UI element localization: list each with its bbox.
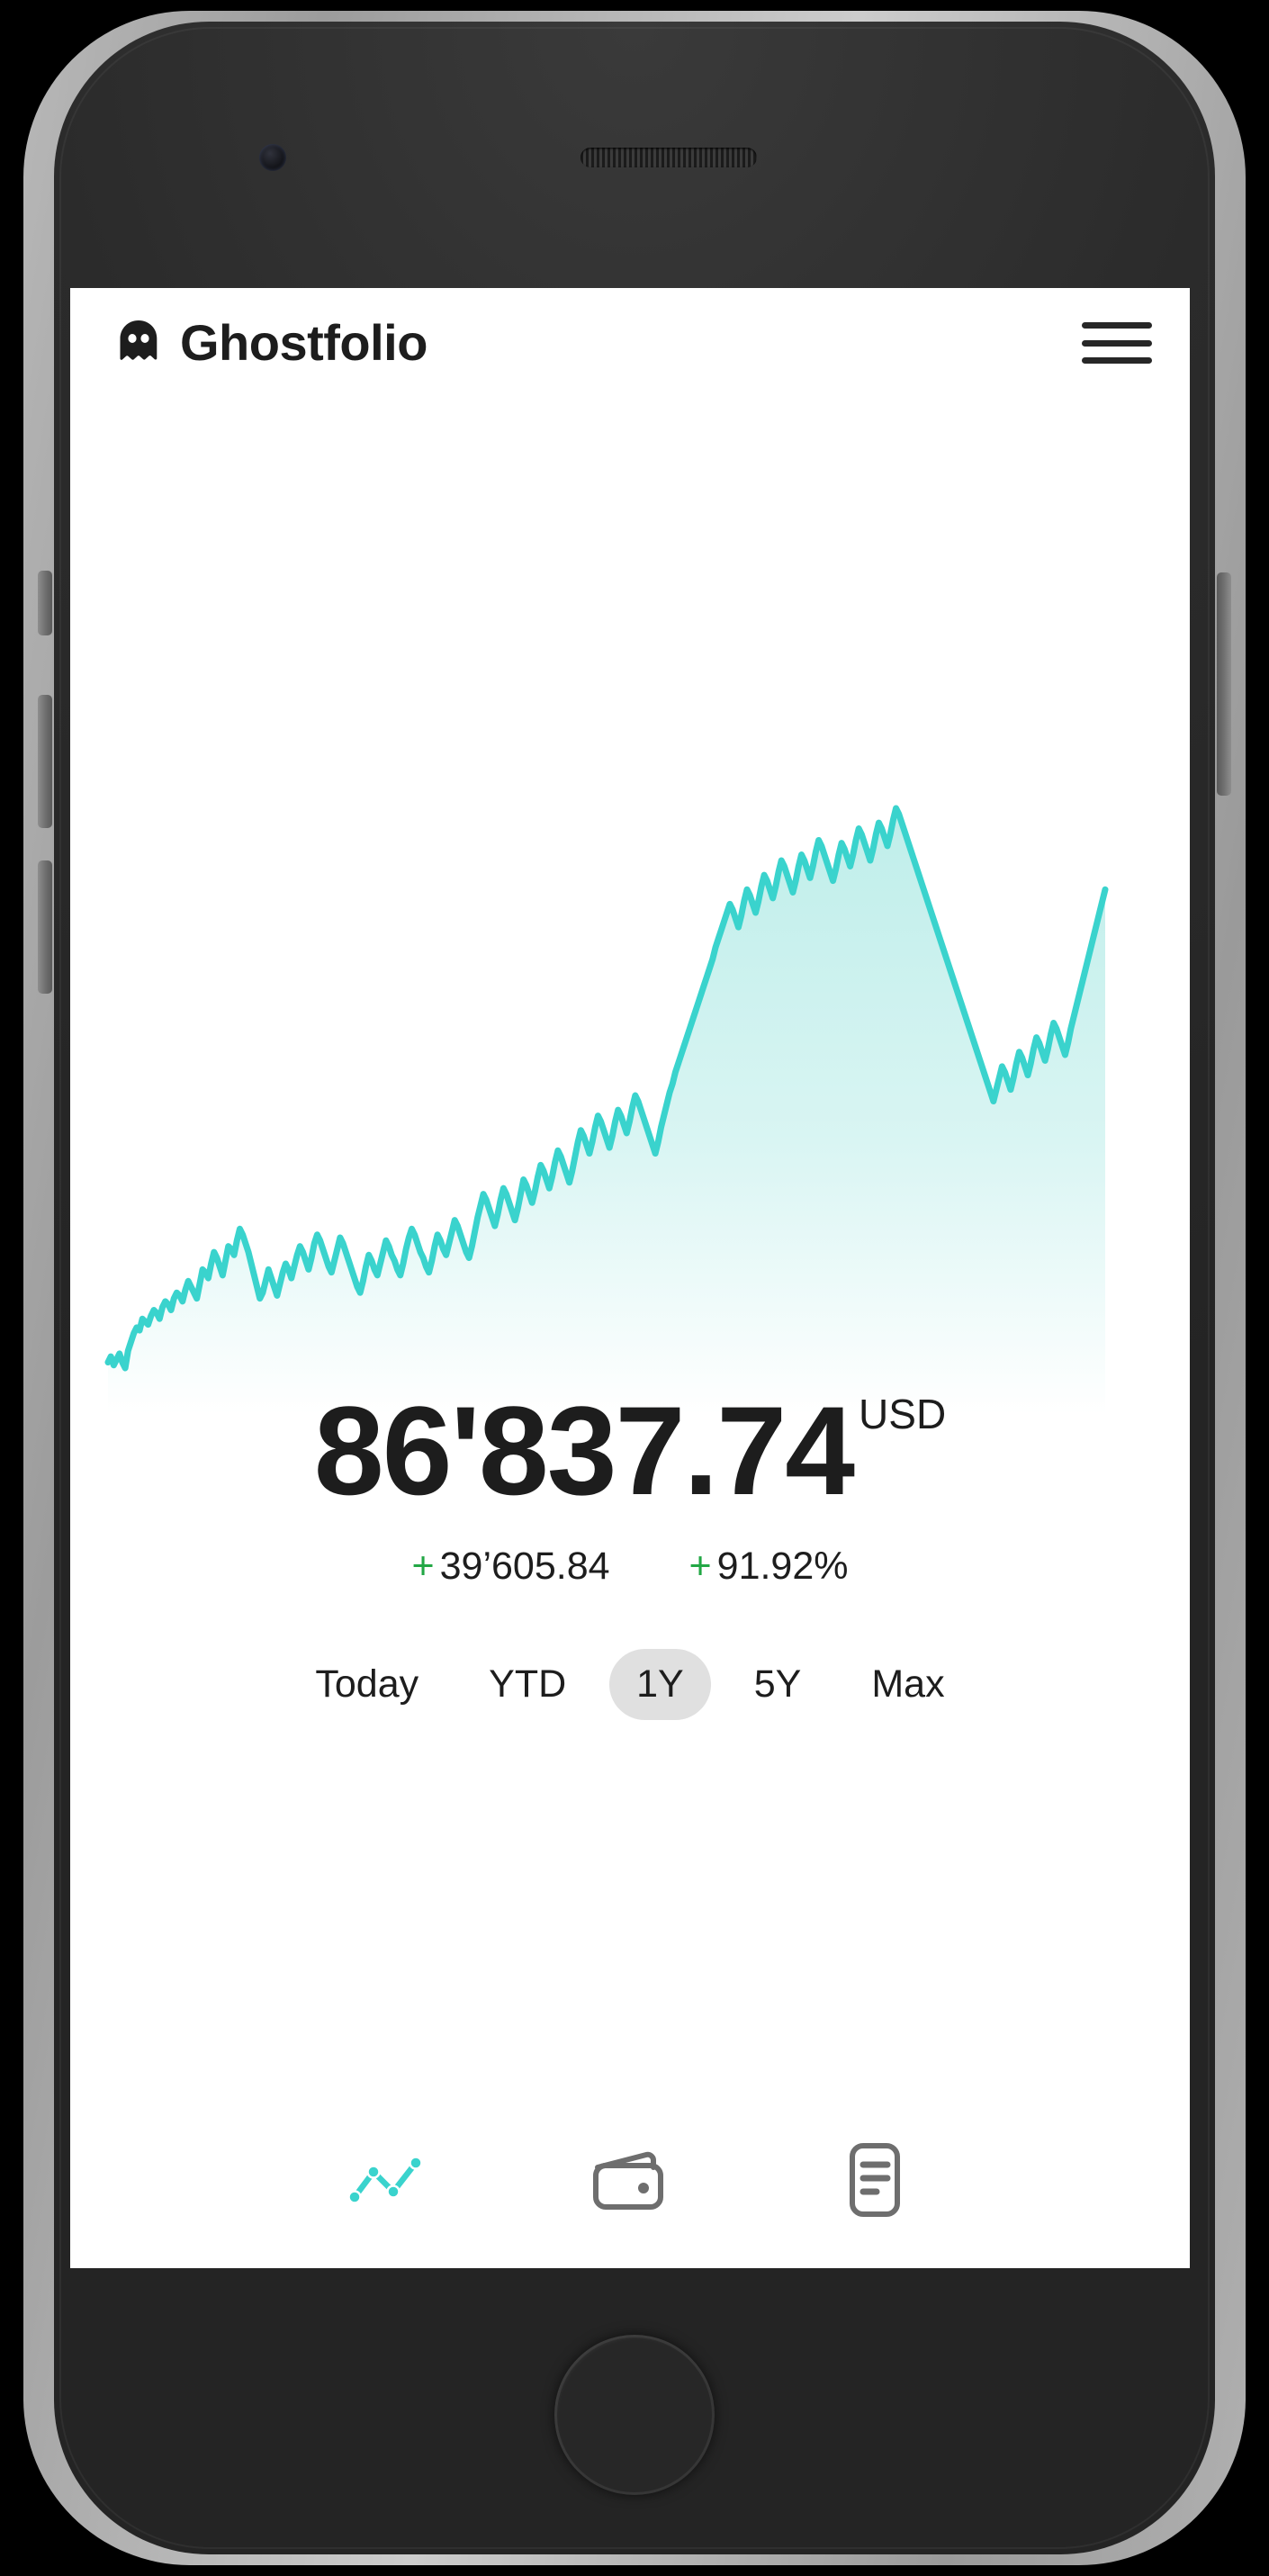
portfolio-change-row: +39’605.84 +91.92% bbox=[70, 1545, 1190, 1589]
portfolio-performance-chart[interactable] bbox=[70, 792, 1190, 1415]
nav-item-analytics[interactable] bbox=[342, 2137, 428, 2223]
range-tab-today[interactable]: Today bbox=[315, 1662, 419, 1706]
chart-series-group bbox=[104, 805, 1109, 1415]
volume-down-button[interactable] bbox=[38, 860, 52, 994]
mute-switch-button[interactable] bbox=[38, 571, 52, 635]
portfolio-amount: 86'837.74 bbox=[313, 1380, 855, 1521]
hamburger-bar-3 bbox=[1082, 357, 1152, 364]
front-camera-icon bbox=[259, 144, 286, 171]
absolute-change-sign: + bbox=[411, 1545, 435, 1588]
power-button[interactable] bbox=[1217, 572, 1231, 796]
percent-change-value: 91.92% bbox=[716, 1545, 849, 1588]
app-header: Ghostfolio bbox=[70, 288, 1190, 398]
wallet-icon bbox=[593, 2151, 663, 2210]
portfolio-value-line: 86'837.74 USD bbox=[70, 1388, 1190, 1514]
summary-document-icon bbox=[850, 2143, 900, 2217]
percent-change-sign: + bbox=[688, 1545, 712, 1588]
date-range-tabs: Today YTD 1Y 5Y Max bbox=[70, 1649, 1190, 1721]
portfolio-currency: USD bbox=[859, 1391, 947, 1437]
hamburger-bar-1 bbox=[1082, 322, 1152, 329]
volume-up-button[interactable] bbox=[38, 695, 52, 828]
nav-item-wallet[interactable] bbox=[587, 2137, 673, 2223]
nav-item-summary[interactable] bbox=[832, 2137, 918, 2223]
brand-logo-group[interactable]: Ghostfolio bbox=[117, 318, 428, 368]
analytics-line-chart-icon bbox=[347, 2156, 423, 2204]
hamburger-menu-icon[interactable] bbox=[1082, 315, 1152, 371]
home-button[interactable] bbox=[554, 2335, 715, 2495]
app-title: Ghostfolio bbox=[180, 314, 428, 371]
range-tab-ytd[interactable]: YTD bbox=[489, 1662, 567, 1706]
range-tab-5y[interactable]: 5Y bbox=[753, 1662, 802, 1706]
percent-change: +91.92% bbox=[689, 1545, 849, 1589]
ghost-icon bbox=[120, 320, 158, 360]
range-tab-max[interactable]: Max bbox=[871, 1662, 945, 1706]
bottom-navigation-bar bbox=[70, 2092, 1190, 2268]
earpiece-speaker bbox=[580, 148, 757, 167]
absolute-change: +39’605.84 bbox=[412, 1545, 610, 1589]
chart-area-svg bbox=[104, 805, 1109, 1415]
absolute-change-value: 39’605.84 bbox=[439, 1545, 610, 1588]
hamburger-bar-2 bbox=[1082, 339, 1152, 347]
portfolio-value-block: 86'837.74 USD +39’605.84 +91.92% bbox=[70, 1388, 1190, 1589]
phone-screen: Ghostfolio bbox=[70, 288, 1190, 2268]
range-tab-1y[interactable]: 1Y bbox=[609, 1649, 711, 1721]
